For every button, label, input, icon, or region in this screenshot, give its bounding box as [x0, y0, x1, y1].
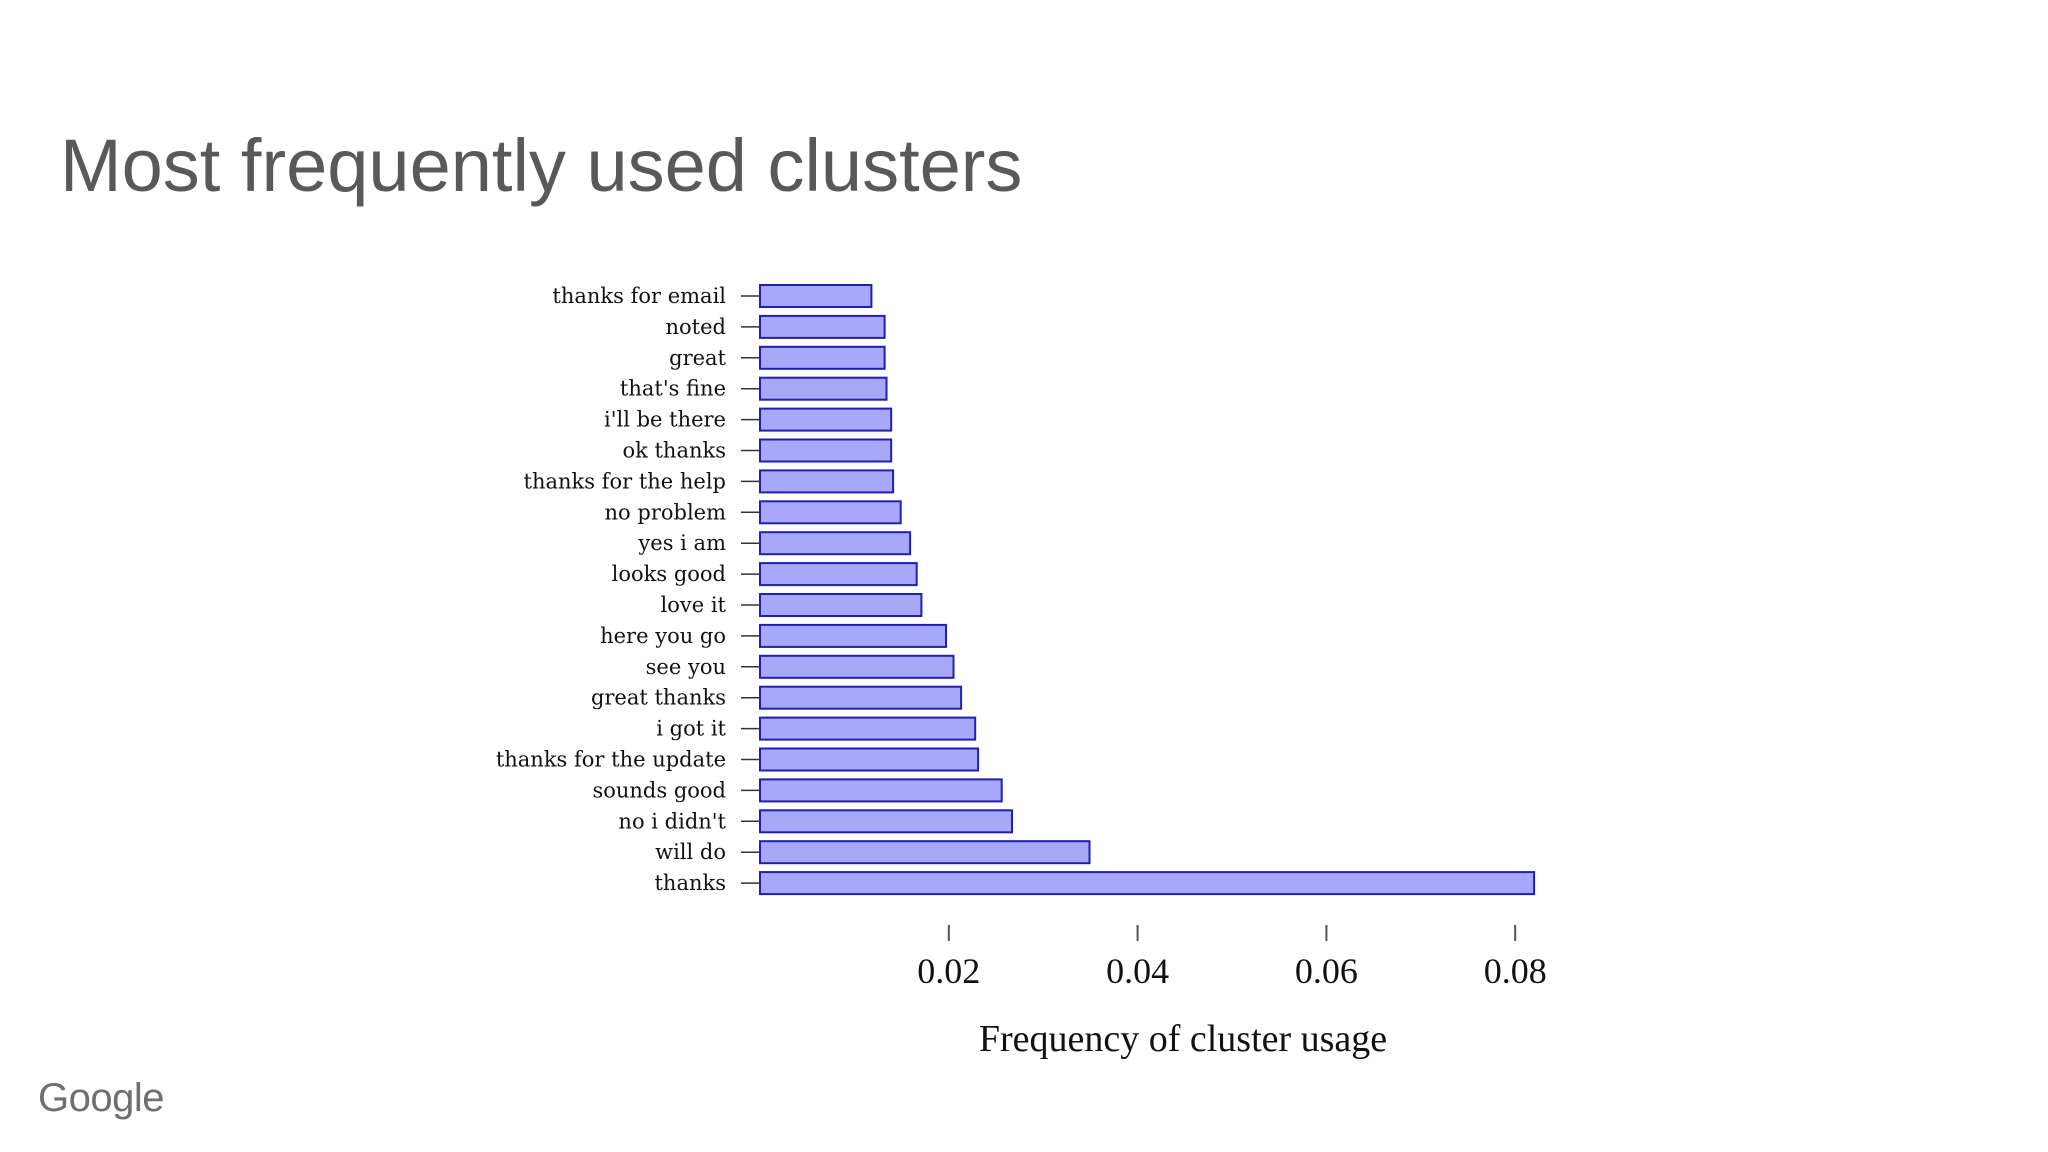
category-labels: thanks for email noted great that's fine i'l…	[496, 284, 760, 895]
y-tick-label: great	[669, 346, 726, 370]
bar	[759, 593, 923, 617]
y-tick-label: looks good	[612, 562, 726, 586]
y-tick-label: that's fine	[620, 377, 726, 401]
bar	[759, 314, 886, 339]
y-tick-label: i'll be there	[604, 408, 726, 432]
y-tick-label: great thanks	[591, 686, 726, 710]
x-tick-label: 0.06	[1295, 951, 1358, 991]
y-tick-label: yes i am	[637, 531, 726, 555]
y-tick-label: thanks	[654, 871, 726, 895]
bar	[759, 809, 1013, 834]
x-axis: 0.02 0.04 0.06 0.08	[917, 925, 1547, 991]
bar	[759, 685, 963, 710]
bar	[759, 500, 902, 525]
x-tick-label: 0.02	[917, 951, 980, 991]
y-tick-label: no i didn't	[618, 809, 726, 833]
bar	[759, 562, 918, 587]
y-tick-label: here you go	[600, 624, 726, 648]
bar	[759, 716, 977, 741]
slide-title: Most frequently used clusters	[60, 124, 1023, 207]
y-tick-label: thanks for email	[552, 284, 726, 308]
y-tick-label: see you	[646, 655, 726, 679]
x-axis-title: Frequency of cluster usage	[979, 1018, 1387, 1060]
bars-layer	[759, 284, 1536, 896]
y-tick-label: will do	[655, 840, 726, 864]
y-tick-label: noted	[666, 315, 726, 339]
y-tick-label: i got it	[656, 717, 726, 741]
y-tick-label: thanks for the update	[496, 748, 726, 772]
y-tick-label: love it	[661, 593, 727, 617]
y-tick-label: no problem	[605, 500, 727, 524]
bar	[759, 407, 893, 432]
bar	[759, 840, 1091, 865]
bar	[759, 345, 886, 370]
bar	[759, 623, 947, 648]
bar	[759, 469, 895, 494]
bar	[759, 284, 873, 308]
y-tick-label: sounds good	[592, 778, 726, 802]
x-tick-label: 0.04	[1106, 951, 1169, 991]
y-tick-label: ok thanks	[622, 439, 726, 463]
bar	[759, 871, 1536, 896]
google-logo: Google	[38, 1076, 164, 1120]
y-tick-label: thanks for the help	[524, 469, 727, 493]
bar	[759, 654, 955, 679]
bar	[759, 531, 912, 556]
bar	[759, 747, 980, 772]
bar	[759, 778, 1003, 803]
bar	[759, 376, 888, 401]
bar	[759, 438, 893, 463]
x-tick-label: 0.08	[1484, 951, 1547, 991]
